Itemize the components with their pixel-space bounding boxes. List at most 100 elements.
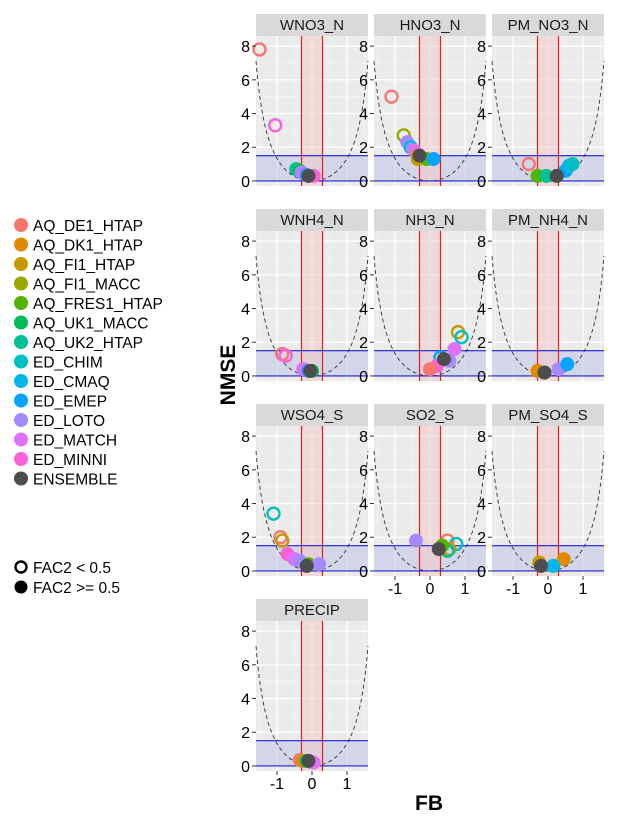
fb-acceptable-band [301,231,323,381]
y-tick-label: 4 [359,107,368,124]
fb-acceptable-band [419,36,441,186]
legend-swatch [14,374,28,388]
facet-strip [374,209,486,231]
legend-item-ed-loto: ED_LOTO [14,413,105,430]
y-tick-label: 6 [241,73,250,90]
panel-wno3-n: WNO3_N 0 2 4 6 8 [241,14,369,191]
panel-pm-so4-s: PM_SO4_S 0 2 4 6 8 -1 0 1 [477,404,605,598]
facet-strip [492,404,604,426]
x-tick-label: -1 [506,581,520,598]
y-tick-label: 8 [241,39,250,56]
x-tick-label: 0 [544,581,553,598]
y-tick-label: 2 [477,140,486,157]
point-aq-de1-htap [252,42,267,57]
legend-label: AQ_FI1_HTAP [33,257,135,274]
y-tick-label: 2 [477,335,486,352]
point-aq-fi1-htap [275,533,290,548]
point-ed-minni [268,118,283,133]
legend-label: AQ_FRES1_HTAP [33,296,163,313]
y-tick-label: 4 [241,107,250,124]
legend-swatch [14,296,28,310]
y-tick-label: 6 [241,463,250,480]
facet-title: WNH4_N [280,212,343,229]
y-tick-label: 4 [359,497,368,514]
y-tick-label: 0 [241,369,250,386]
y-tick-label: 8 [477,429,486,446]
facet-title: NH3_N [405,212,454,229]
legend-label: AQ_DE1_HTAP [33,218,143,235]
x-tick-label: 0 [308,776,317,793]
legend-label: ED_CMAQ [33,374,110,391]
point-ed-loto [409,533,423,548]
legend-swatch [14,276,28,291]
point-ed-cmaq [546,558,561,573]
y-tick-label: 2 [359,530,368,547]
legend-item-ed-chim: ED_CHIM [14,354,103,372]
point-ensemble [301,753,316,768]
legend-item-ed-minni: ED_MINNI [14,452,107,469]
legend-swatch [14,237,28,252]
legend-label: AQ_DK1_HTAP [33,238,143,255]
point-aq-de1-htap [521,156,536,172]
legend-item-aq-de1-htap: AQ_DE1_HTAP [14,218,143,235]
y-tick-label: 6 [359,73,368,90]
legend-item-aq-fi1-macc: AQ_FI1_MACC [14,276,141,294]
fb-acceptable-band [537,426,559,576]
point-ed-emep [560,357,575,372]
y-tick-label: 8 [241,624,250,641]
point-ed-chim [266,506,281,521]
y-tick-label: 2 [241,335,250,352]
y-tick-label: 2 [241,140,250,157]
facet-strip [256,599,368,621]
y-tick-label: 0 [477,564,486,581]
point-ensemble [534,558,548,573]
facet-panels: WNO3_N 0 2 4 6 8 HNO3_N 0 2 4 6 8 PM_NO3_N 0 2 4 6 8 WNH4_… [241,14,605,793]
y-tick-label: 6 [359,268,368,285]
legend-label: ED_CHIM [33,355,103,372]
x-tick-label: 1 [343,776,352,793]
panel-hno3-n: HNO3_N 0 2 4 6 8 [359,14,487,191]
facet-title: WNO3_N [280,17,344,34]
facet-strip [256,404,368,426]
y-tick-label: 0 [477,174,486,191]
fb-acceptable-band [301,426,323,576]
y-tick-label: 4 [241,692,250,709]
fb-acceptable-band [419,231,441,381]
point-ensemble [299,558,314,573]
y-tick-label: 0 [359,174,368,191]
point-ed-chim [565,157,580,172]
y-tick-label: 2 [241,530,250,547]
point-ensemble [303,363,318,378]
legend-label: ED_EMEP [33,394,107,411]
y-tick-label: 8 [359,429,368,446]
panel-wso4-s: WSO4_S 0 2 4 6 8 [241,404,369,581]
point-ed-emep [426,152,441,167]
legend-item-ed-emep: ED_EMEP [14,393,107,411]
facet-title: PM_NH4_N [508,212,588,229]
legend-item-ed-match: ED_MATCH [14,432,117,450]
y-tick-label: 8 [477,39,486,56]
legend-label: AQ_FI1_MACC [33,277,141,294]
facet-title: HNO3_N [400,17,461,34]
legend: AQ_DE1_HTAP AQ_DK1_HTAP AQ_FI1_HTAP AQ_FI1_… [14,218,163,597]
x-tick-label: 0 [426,581,435,598]
x-tick-label: 1 [579,581,588,598]
fb-acceptable-band [537,36,559,186]
legend-swatch [14,335,28,349]
legend-swatch [14,413,28,427]
facet-strip [256,209,368,231]
shape-legend-item: FAC2 >= 0.5 [14,580,120,597]
y-tick-label: 2 [241,725,250,742]
shape-swatch [14,560,28,574]
y-axis-title: NMSE [217,345,240,406]
x-axis-title: FB [415,792,443,815]
shape-swatch [14,580,28,594]
facet-title: PRECIP [284,602,340,619]
point-aq-uk2-htap [539,168,554,183]
shape-legend-item: FAC2 < 0.5 [14,560,111,577]
facet-title: PM_NO3_N [508,17,589,34]
legend-swatch [14,354,28,369]
y-tick-label: 8 [477,234,486,251]
panel-nh3-n: NH3_N 0 2 4 6 8 [359,209,487,386]
